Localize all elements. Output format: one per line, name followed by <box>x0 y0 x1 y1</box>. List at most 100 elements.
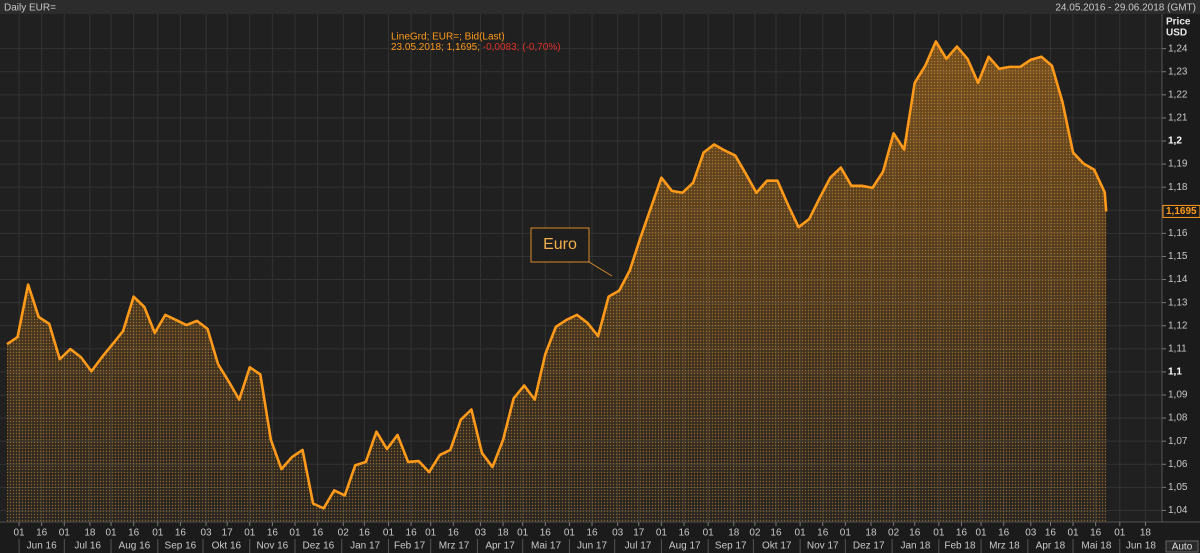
x-tick-label: 01 <box>105 528 117 539</box>
x-tick-label: 01 <box>152 528 164 539</box>
y-tick-label: 1,11 <box>1168 343 1187 354</box>
y-tick-label: 1,09 <box>1168 390 1188 401</box>
x-tick-label: 16 <box>770 528 782 539</box>
x-tick-label: 17 <box>633 528 645 539</box>
x-tick-label: 17 <box>222 528 234 539</box>
x-tick-label: 01 <box>975 528 987 539</box>
x-month-label: Jun 18 <box>1126 541 1156 552</box>
y-tick-label: 1,14 <box>1168 274 1188 285</box>
x-tick-label: 03 <box>475 528 487 539</box>
last-value-box <box>1162 204 1200 218</box>
y-tick-label: 1,12 <box>1168 320 1188 331</box>
x-month-label: Jun 16 <box>27 541 57 552</box>
x-tick-label: 01 <box>289 528 301 539</box>
x-month-label: Nov 17 <box>807 541 839 552</box>
x-tick-label: 02 <box>749 528 761 539</box>
line <box>6 40 1108 510</box>
x-tick-label: 18 <box>1140 528 1152 539</box>
x-month-label: Sep 17 <box>715 541 747 552</box>
x-month-label: Okt 16 <box>212 541 242 552</box>
x-month-label: Nov 16 <box>257 541 289 552</box>
x-month-label: Aug 16 <box>119 541 151 552</box>
x-tick-label: 01 <box>933 528 945 539</box>
y-tick-label: 1,1 <box>1168 367 1182 378</box>
x-month-label: Feb 17 <box>394 541 426 552</box>
x-month-label: Sep 16 <box>165 541 197 552</box>
x-tick-label: 16 <box>267 528 279 539</box>
x-tick-label: 16 <box>175 528 187 539</box>
auto-button[interactable] <box>1165 540 1199 553</box>
area-dots <box>7 41 1107 522</box>
x-tick-label: 01 <box>795 528 807 539</box>
x-tick-label: 01 <box>840 528 852 539</box>
x-tick-label: 18 <box>498 528 510 539</box>
readout: 23.05.2018; 1,1695; -0,0083; (-0,70%) <box>391 42 561 53</box>
y-tick-label: 1,24 <box>1168 43 1188 54</box>
y-tick-label: 1,18 <box>1168 182 1188 193</box>
x-tick-label: 16 <box>956 528 968 539</box>
x-tick-label: 01 <box>1067 528 1079 539</box>
y-tick-label: 1,08 <box>1168 413 1188 424</box>
y-tick-label: 1,07 <box>1168 436 1188 447</box>
legend-entry: LineGrd; EUR=; Bid(Last) <box>391 32 505 43</box>
x-tick-label: 16 <box>359 528 371 539</box>
x-month-label: Mai 17 <box>531 541 561 552</box>
x-month-label: Feb 18 <box>944 541 976 552</box>
x-tick-label: 16 <box>448 528 460 539</box>
x-month-label: Jul 17 <box>625 541 652 552</box>
x-month-label: Aug 17 <box>669 541 701 552</box>
x-month-label: Jan 17 <box>350 541 380 552</box>
x-tick-label: 16 <box>36 528 48 539</box>
y-tick-label: 1,06 <box>1168 459 1188 470</box>
x-tick-label: 16 <box>909 528 921 539</box>
y-tick-label: 1,04 <box>1168 505 1188 516</box>
y-tick-label: 1,05 <box>1168 482 1188 493</box>
x-month-label: Mrz 18 <box>989 541 1020 552</box>
x-tick-label: 01 <box>425 528 437 539</box>
x-month-label: Okt 17 <box>762 541 792 552</box>
y-tick-label: 1,23 <box>1168 66 1188 77</box>
x-tick-label: 01 <box>564 528 576 539</box>
x-month-label: Mai 18 <box>1081 541 1111 552</box>
x-month-label: Jun 17 <box>577 541 607 552</box>
x-month-label: Apr 17 <box>485 541 515 552</box>
x-month-label: Dez 17 <box>853 541 885 552</box>
x-month-label: Jul 16 <box>74 541 101 552</box>
y-tick-label: 1,19 <box>1168 159 1188 170</box>
x-tick-label: 01 <box>244 528 256 539</box>
x-tick-label: 16 <box>817 528 829 539</box>
annotation-connector <box>588 261 613 277</box>
x-tick-label: 02 <box>338 528 350 539</box>
chart-title: Daily EUR= <box>4 3 56 14</box>
auto-button-label[interactable]: Auto <box>1172 542 1193 553</box>
x-month-label: Apr 18 <box>1036 541 1066 552</box>
x-month-label: Mrz 17 <box>439 541 470 552</box>
x-tick-label: 02 <box>888 528 900 539</box>
x-tick-label: 03 <box>200 528 212 539</box>
y-tick-label: 1,15 <box>1168 251 1188 262</box>
last-value-label: 1,1695 <box>1166 206 1197 217</box>
x-month-label: Dez 16 <box>303 541 335 552</box>
x-tick-label: 01 <box>656 528 668 539</box>
readout-value: 23.05.2018; 1,1695; <box>391 42 480 53</box>
date-range: 24.05.2016 - 29.06.2018 (GMT) <box>1055 3 1196 14</box>
y-tick-label: 1,22 <box>1168 89 1188 100</box>
y-tick-label: 1,2 <box>1168 136 1182 147</box>
readout-change: -0,0083; (-0,70%) <box>483 42 561 53</box>
x-tick-label: 18 <box>728 528 740 539</box>
x-tick-label: 18 <box>865 528 877 539</box>
y-axis-label: Price <box>1166 17 1191 28</box>
x-month-label: Jan 18 <box>900 541 930 552</box>
x-tick-label: 01 <box>1114 528 1126 539</box>
x-tick-label: 16 <box>128 528 140 539</box>
x-tick-label: 03 <box>612 528 624 539</box>
x-tick-label: 01 <box>59 528 71 539</box>
x-tick-label: 01 <box>14 528 26 539</box>
x-tick-label: 16 <box>312 528 324 539</box>
x-tick-label: 01 <box>517 528 529 539</box>
y-tick-label: 1,16 <box>1168 228 1188 239</box>
x-tick-label: 16 <box>1090 528 1102 539</box>
x-tick-label: 18 <box>84 528 96 539</box>
annotation-box <box>530 227 590 263</box>
